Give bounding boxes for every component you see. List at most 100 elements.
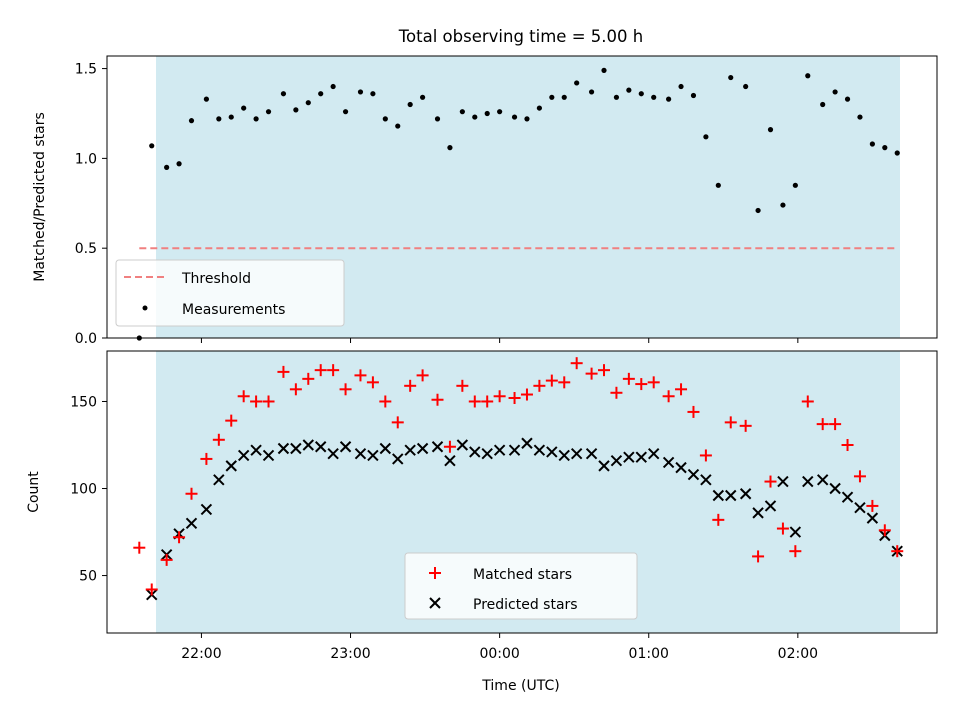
matched-star-point bbox=[468, 395, 481, 408]
measurement-point bbox=[574, 80, 580, 86]
predicted-star-point bbox=[546, 446, 558, 458]
matched-star-point bbox=[829, 418, 842, 431]
matched-star-point bbox=[764, 475, 777, 488]
matched-star-point bbox=[687, 405, 700, 418]
predicted-star-point bbox=[392, 453, 404, 465]
predicted-star-point bbox=[456, 439, 469, 451]
measurement-point bbox=[601, 67, 607, 73]
predicted-star-point bbox=[789, 526, 802, 538]
matched-star-point bbox=[647, 376, 660, 389]
matched-star-point bbox=[404, 379, 417, 392]
predicted-star-point bbox=[802, 475, 814, 488]
measurement-point bbox=[780, 202, 786, 208]
measurement-point bbox=[894, 150, 900, 156]
y-tick-label: 50 bbox=[79, 569, 97, 585]
measurement-point bbox=[342, 109, 349, 115]
predicted-star-point bbox=[339, 441, 352, 453]
measurement-point bbox=[472, 114, 478, 120]
measurement-point bbox=[318, 91, 324, 97]
matched-star-point bbox=[185, 487, 198, 500]
matched-star-point bbox=[776, 522, 789, 535]
x-tick-label: 00:00 bbox=[479, 646, 519, 662]
matched-star-point bbox=[160, 553, 173, 566]
measurement-point bbox=[844, 96, 851, 102]
measurement-point bbox=[188, 118, 195, 124]
matched-star-point bbox=[391, 416, 404, 429]
predicted-star-point bbox=[354, 447, 367, 460]
matched-star-point bbox=[724, 416, 737, 429]
count-y-ticks: 50 100 150 bbox=[70, 394, 107, 585]
measurement-point bbox=[820, 101, 826, 108]
matched-star-point bbox=[739, 419, 752, 432]
predicted-star-point bbox=[444, 454, 456, 467]
matched-star-point bbox=[145, 583, 158, 596]
measurement-point bbox=[395, 123, 401, 129]
matched-star-point bbox=[416, 369, 429, 382]
matched-star-point bbox=[598, 364, 611, 377]
measurement-point bbox=[588, 89, 595, 95]
predicted-star-point bbox=[481, 447, 493, 460]
matched-star-point bbox=[302, 372, 315, 385]
measurement-point bbox=[857, 114, 863, 120]
measurement-point bbox=[357, 89, 364, 95]
measurement-point bbox=[561, 94, 567, 100]
matched-star-point bbox=[443, 440, 456, 453]
predicted-star-point bbox=[675, 461, 687, 474]
measurement-point bbox=[265, 109, 272, 115]
predicted-star-point bbox=[687, 468, 700, 481]
measurement-point bbox=[149, 143, 155, 149]
legend-measurements-swatch bbox=[142, 305, 148, 311]
legend-threshold-label: Threshold bbox=[181, 271, 251, 287]
measurement-point bbox=[690, 92, 697, 99]
matched-star-point bbox=[635, 378, 648, 391]
predicted-star-point bbox=[404, 444, 416, 456]
measurement-point bbox=[293, 107, 299, 113]
count-axes-frame bbox=[106, 350, 938, 634]
measurement-point bbox=[767, 127, 774, 133]
measurement-point bbox=[305, 100, 311, 106]
measurement-point bbox=[203, 96, 210, 102]
ratio-axes-frame bbox=[106, 55, 938, 339]
legend-predicted-label: Predicted stars bbox=[473, 597, 578, 613]
measurement-point bbox=[626, 87, 632, 93]
predicted-star-point bbox=[725, 489, 737, 502]
matched-star-point bbox=[545, 374, 558, 387]
measurement-point bbox=[216, 116, 222, 122]
predicted-star-point bbox=[521, 437, 533, 449]
measurement-point bbox=[549, 94, 555, 100]
measurement-point bbox=[434, 116, 441, 122]
y-tick-label: 100 bbox=[70, 482, 97, 498]
count-panel: 50 100 150 22:00 23:00 00:00 01:00 02:00 Count… bbox=[26, 350, 938, 662]
predicted-star-point bbox=[302, 439, 314, 451]
predicted-star-point bbox=[712, 489, 725, 502]
x-tick-label: 01:00 bbox=[629, 646, 669, 662]
matched-star-point bbox=[354, 369, 367, 382]
measurement-point bbox=[382, 116, 388, 122]
ratio-y-label: Matched/Predicted stars bbox=[32, 112, 48, 282]
measurement-point bbox=[447, 145, 453, 151]
predicted-star-point bbox=[739, 488, 752, 500]
matched-star-point bbox=[585, 367, 598, 380]
matched-star-point bbox=[262, 395, 275, 408]
predicted-star-point bbox=[431, 441, 444, 453]
matched-star-point bbox=[225, 414, 238, 427]
matched-star-point bbox=[520, 388, 533, 401]
predicted-star-point bbox=[225, 460, 237, 472]
predicted-star-point bbox=[598, 460, 610, 472]
predicted-star-point bbox=[866, 512, 879, 524]
predicted-star-point bbox=[416, 442, 429, 455]
legend-predicted-swatch bbox=[429, 597, 441, 609]
predicted-star-point bbox=[379, 442, 392, 455]
predicted-star-point bbox=[200, 503, 213, 516]
matched-star-point bbox=[752, 550, 765, 563]
predicted-star-point bbox=[262, 449, 275, 462]
predicted-star-point bbox=[469, 446, 481, 458]
matched-star-point bbox=[431, 393, 444, 406]
legend-matched-label: Matched stars bbox=[473, 567, 572, 583]
x-axis-label: Time (UTC) bbox=[481, 678, 559, 694]
matched-star-point bbox=[891, 545, 904, 558]
matched-star-point bbox=[662, 390, 675, 403]
measurement-point bbox=[511, 114, 518, 120]
predicted-star-point bbox=[764, 500, 777, 512]
matched-star-point bbox=[853, 470, 866, 483]
